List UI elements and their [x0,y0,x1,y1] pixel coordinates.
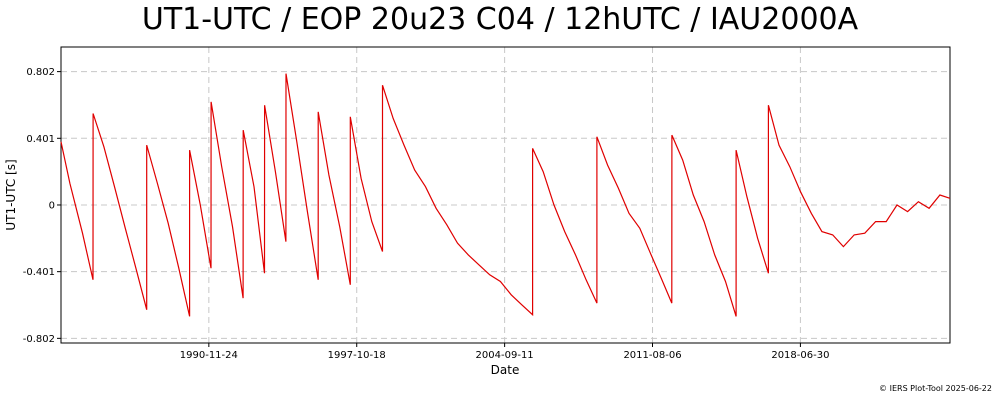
x-tick-label: 1997-10-18 [328,350,386,361]
credit-label: © IERS Plot-Tool 2025-06-22 [879,384,992,393]
x-axis: 1990-11-24 1997-10-18 2004-09-11 2011-08-06… [180,343,829,361]
y-axis: -0.802 -0.401 0 0.401 0.802 [23,67,61,345]
x-tick-label: 2011-08-06 [623,350,681,361]
x-tick-label: 1990-11-24 [180,350,238,361]
x-tick-label: 2018-06-30 [771,350,829,361]
y-tick-label: 0 [49,200,55,211]
y-tick-label: 0.802 [26,67,55,78]
y-tick-label: -0.401 [23,267,55,278]
plot-frame [60,46,951,344]
y-tick-label: 0.401 [26,134,55,145]
x-tick-label: 2004-09-11 [476,350,534,361]
x-axis-label: Date [491,363,520,377]
chart-title: UT1-UTC / EOP 20u23 C04 / 12hUTC / IAU20… [141,2,859,37]
y-tick-label: -0.802 [23,334,55,345]
y-axis-label: UT1-UTC [s] [4,159,18,230]
ut1-utc-line [60,73,951,317]
grid [61,47,950,343]
